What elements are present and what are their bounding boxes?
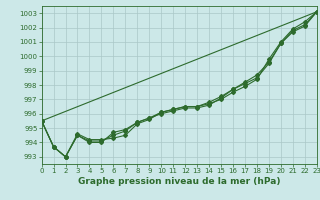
X-axis label: Graphe pression niveau de la mer (hPa): Graphe pression niveau de la mer (hPa) bbox=[78, 177, 280, 186]
